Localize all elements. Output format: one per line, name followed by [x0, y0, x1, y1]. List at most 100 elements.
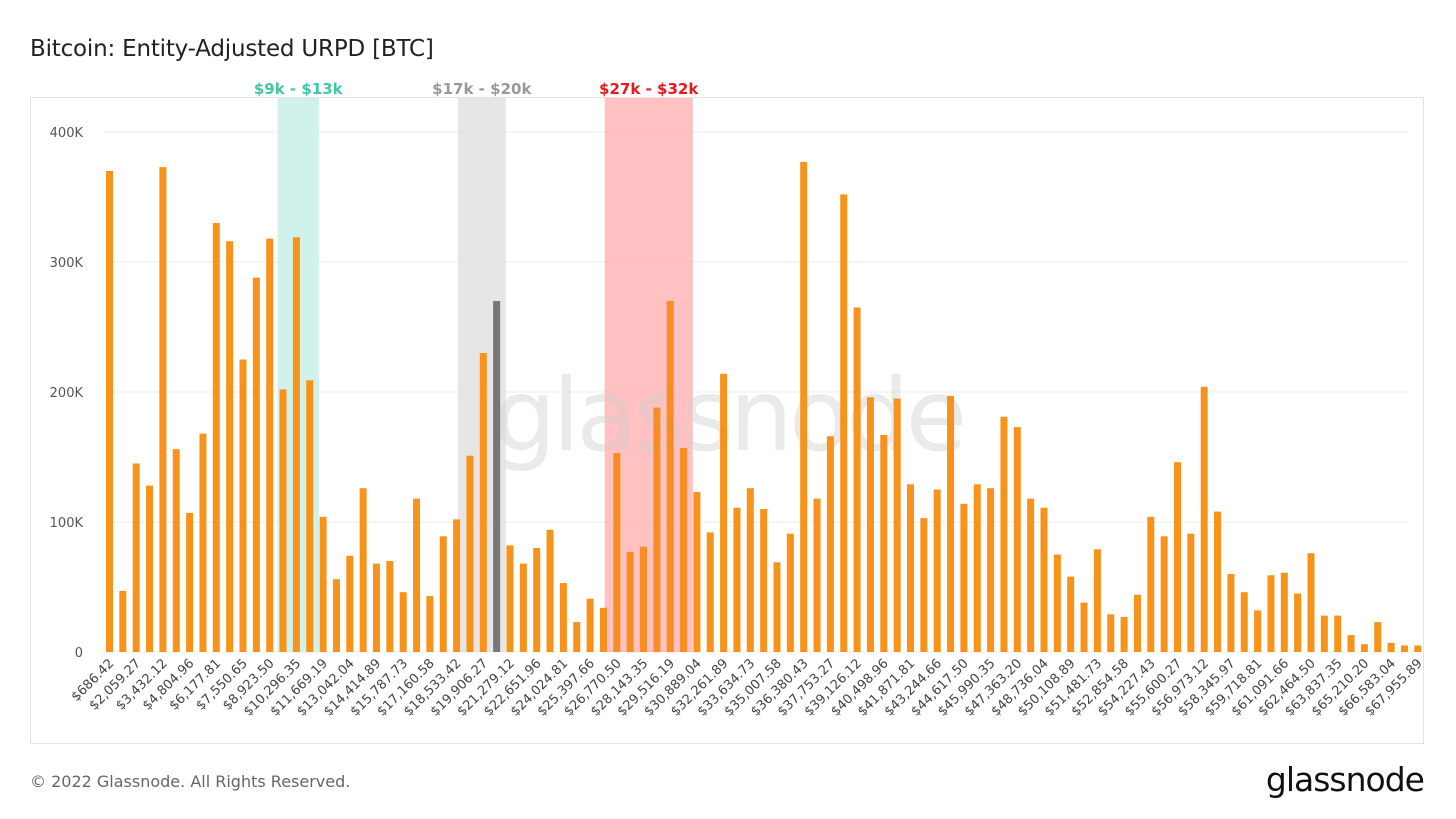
bar — [1027, 498, 1035, 652]
bar — [1093, 549, 1101, 652]
bar — [813, 498, 821, 652]
bar — [1360, 644, 1368, 652]
bar — [399, 592, 407, 652]
bar — [426, 596, 434, 652]
bar — [306, 380, 314, 652]
bar — [226, 241, 234, 652]
bar — [840, 194, 848, 652]
band-label: $17k - $20k — [432, 80, 532, 98]
bar — [1280, 572, 1288, 652]
bar — [933, 489, 941, 652]
y-tick-label: 200K — [50, 386, 84, 401]
bar — [519, 563, 527, 652]
bar — [559, 583, 567, 652]
bar — [1160, 536, 1168, 652]
bar — [199, 433, 207, 652]
bar — [493, 301, 501, 652]
bar — [453, 519, 461, 652]
highlight-band-overlay — [604, 98, 693, 652]
bar — [1387, 642, 1395, 652]
bar — [186, 512, 194, 652]
chart-title: Bitcoin: Entity-Adjusted URPD [BTC] — [30, 36, 434, 62]
bar — [1267, 575, 1275, 652]
bar — [332, 579, 340, 652]
bar — [1240, 592, 1248, 652]
band-label: $27k - $32k — [599, 80, 699, 98]
watermark: glassnode — [493, 357, 963, 474]
bar — [800, 161, 808, 652]
bar — [866, 397, 874, 652]
bar — [132, 463, 140, 652]
bar — [693, 492, 701, 652]
bar — [466, 455, 474, 652]
bar — [172, 449, 180, 652]
bar — [119, 590, 127, 652]
bar — [613, 453, 621, 652]
y-tick-label: 100K — [50, 516, 84, 531]
bar — [1067, 576, 1075, 652]
bar — [1120, 616, 1128, 652]
bar — [653, 407, 661, 652]
bar — [359, 488, 367, 652]
bar — [733, 507, 741, 652]
bar — [680, 447, 688, 652]
bar — [626, 551, 634, 652]
band-label: $9k - $13k — [254, 80, 344, 98]
bar — [159, 167, 167, 652]
bar — [853, 307, 861, 652]
bar — [146, 485, 154, 652]
bar — [720, 373, 728, 652]
glassnode-logo[interactable]: glassnode — [1265, 760, 1425, 799]
bar — [1147, 516, 1155, 652]
bar — [599, 607, 607, 652]
bar — [292, 237, 300, 653]
bar — [826, 436, 834, 652]
bar — [1107, 614, 1115, 652]
bar — [640, 546, 647, 652]
bar — [1053, 554, 1061, 652]
bar — [439, 536, 447, 652]
bar — [1414, 645, 1422, 652]
bar — [546, 529, 554, 652]
bar — [279, 389, 287, 652]
bar — [907, 484, 914, 652]
copyright-footer: © 2022 Glassnode. All Rights Reserved. — [30, 772, 351, 791]
bar — [239, 359, 247, 652]
bar — [1294, 593, 1302, 652]
bar — [893, 398, 901, 652]
bar — [1133, 594, 1141, 652]
bar — [973, 484, 981, 652]
bar — [987, 488, 995, 652]
bar — [1200, 386, 1208, 652]
bar — [960, 503, 968, 652]
bar — [386, 561, 394, 652]
bar — [1187, 533, 1195, 652]
bar — [1227, 574, 1235, 652]
y-tick-label: 300K — [50, 256, 84, 271]
bar — [413, 498, 421, 652]
chart-frame — [30, 97, 1424, 744]
bar — [706, 532, 714, 652]
bar — [1214, 511, 1222, 652]
bar — [1080, 602, 1088, 652]
bar — [252, 277, 260, 652]
bar — [1307, 553, 1315, 652]
y-tick-label: 400K — [50, 126, 84, 141]
bar — [106, 171, 113, 652]
bar — [786, 533, 794, 652]
bar — [1374, 622, 1382, 652]
bar — [880, 434, 888, 652]
bar — [920, 518, 928, 652]
bar — [746, 488, 754, 652]
bar — [373, 563, 380, 652]
bar — [1400, 645, 1408, 652]
bar — [1000, 416, 1008, 652]
bar — [346, 555, 354, 652]
bar — [319, 516, 327, 652]
bar — [773, 562, 781, 652]
bar — [212, 223, 220, 652]
bar — [506, 545, 514, 652]
bar — [1040, 507, 1048, 652]
bar — [1174, 462, 1181, 652]
